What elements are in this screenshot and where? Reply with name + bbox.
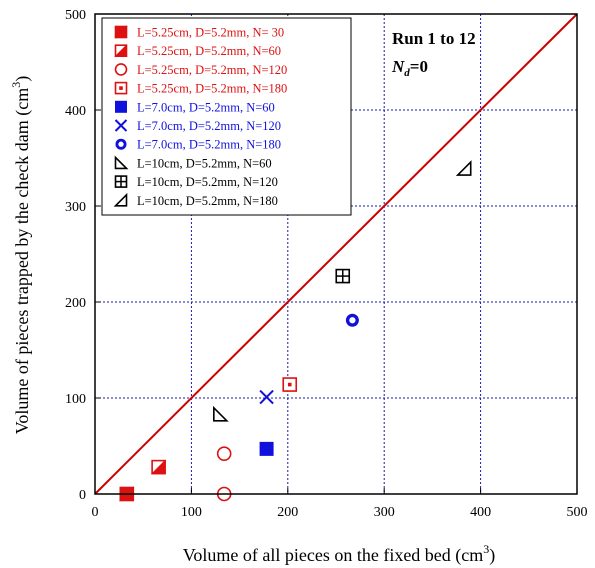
legend-label-6: L=7.0cm, D=5.2mm, N=180 — [137, 138, 281, 152]
legend-marker-1 — [114, 43, 128, 58]
x-tick-label-500: 500 — [567, 505, 588, 520]
marker-center-dot — [119, 86, 123, 90]
x-axis-title: Volume of all pieces on the fixed bed (c… — [183, 542, 496, 566]
legend: L=5.25cm, D=5.2mm, N= 30 L=5.25cm, D=5.2m… — [101, 17, 352, 216]
marker-center-dot — [287, 382, 292, 387]
marker-triangle — [213, 405, 229, 422]
annotation-nd-label: Nd=0 — [391, 57, 428, 79]
data-point-series-8-0 — [335, 268, 351, 284]
marker-circle — [216, 446, 232, 461]
x-tick-label-300: 300 — [374, 505, 395, 520]
marker-upper-fill — [115, 26, 128, 39]
annotation-run-label: Run 1 to 12 — [392, 29, 476, 48]
legend-label-4: L=7.0cm, D=5.2mm, N=60 — [137, 100, 275, 114]
run-annotation: Run 1 to 12 Nd=0 — [391, 29, 476, 79]
marker-triangle — [455, 160, 472, 176]
legend-label-0: L=5.25cm, D=5.2mm, N= 30 — [137, 26, 284, 40]
legend-marker-0 — [114, 25, 128, 39]
data-point-series-7-0 — [213, 405, 229, 422]
legend-marker-4 — [115, 100, 127, 113]
data-point-series-5-0 — [259, 389, 274, 405]
marker-triangle — [114, 155, 129, 170]
marker-x-stroke-2 — [114, 119, 128, 132]
data-point-series-3-0 — [282, 377, 298, 392]
marker-filled-square — [115, 100, 127, 113]
reference-line-layer — [94, 13, 578, 495]
data-point-series-1-0 — [150, 459, 166, 475]
legend-label-9: L=10cm, D=5.2mm, N=180 — [137, 194, 278, 208]
x-tick-label-100: 100 — [181, 505, 202, 520]
x-tick-label-0: 0 — [92, 505, 99, 520]
x-tick-label-400: 400 — [470, 505, 491, 520]
y-tick-label-0: 0 — [79, 488, 86, 503]
legend-marker-2 — [114, 63, 128, 76]
legend-label-7: L=10cm, D=5.2mm, N=60 — [137, 156, 272, 170]
axis-ticks-layer: 0 100 200 300 400 500 0 100 200 300 400 500 — [65, 8, 588, 520]
y-tick-label-200: 200 — [65, 296, 86, 311]
legend-label-1: L=5.25cm, D=5.2mm, N=60 — [137, 44, 281, 58]
marker-filled-square — [259, 441, 274, 456]
marker-x-stroke-2 — [259, 389, 274, 405]
legend-label-2: L=5.25cm, D=5.2mm, N=120 — [137, 63, 287, 77]
reference-line-1to1 — [94, 13, 578, 495]
marker-diag-fill — [150, 459, 166, 475]
data-point-series-4-0 — [259, 441, 274, 456]
marker-circle — [114, 63, 128, 76]
data-point-series-2-0 — [216, 446, 232, 461]
legend-label-3: L=5.25cm, D=5.2mm, N=180 — [137, 82, 287, 96]
data-point-series-6-0 — [345, 313, 359, 327]
legend-label-5: L=7.0cm, D=5.2mm, N=120 — [137, 119, 281, 133]
marker-circle-hole — [349, 317, 356, 324]
marker-diag-fill — [114, 43, 127, 57]
x-tick-label-200: 200 — [277, 505, 298, 520]
legend-marker-7 — [114, 155, 129, 170]
plot-area-frame — [94, 13, 578, 495]
legend-marker-8 — [114, 175, 128, 188]
y-tick-label-400: 400 — [65, 104, 86, 119]
legend-marker-9 — [113, 192, 128, 207]
legend-marker-3 — [114, 81, 128, 95]
data-point-series-9-0 — [455, 160, 472, 176]
y-tick-label-300: 300 — [65, 200, 86, 215]
marker-circle-hole — [118, 141, 124, 147]
legend-box — [101, 17, 352, 216]
y-axis-title: Volume of pieces trapped by the check da… — [9, 76, 33, 435]
legend-label-8: L=10cm, D=5.2mm, N=120 — [137, 175, 278, 189]
y-tick-label-500: 500 — [65, 8, 86, 23]
y-tick-label-100: 100 — [65, 392, 86, 407]
marker-triangle — [113, 192, 128, 207]
legend-marker-5 — [114, 119, 128, 132]
legend-marker-6 — [115, 138, 127, 150]
